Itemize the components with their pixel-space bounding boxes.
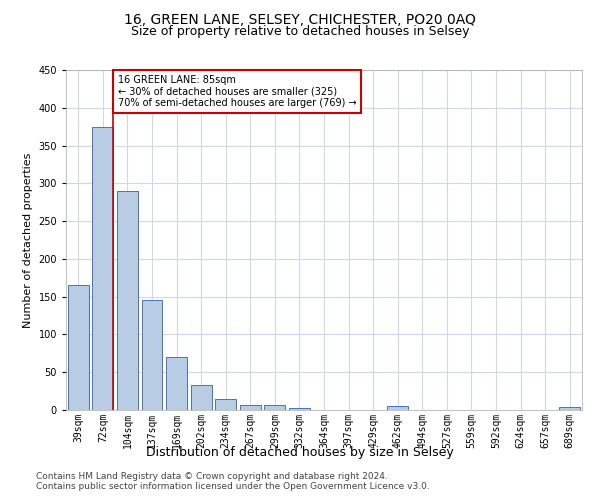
Bar — [117, 191, 138, 410]
Bar — [240, 404, 261, 410]
Bar — [191, 385, 212, 410]
Bar — [559, 407, 580, 410]
Bar — [68, 286, 89, 410]
Text: 16, GREEN LANE, SELSEY, CHICHESTER, PO20 0AQ: 16, GREEN LANE, SELSEY, CHICHESTER, PO20… — [124, 12, 476, 26]
Bar — [92, 126, 113, 410]
Text: Size of property relative to detached houses in Selsey: Size of property relative to detached ho… — [131, 25, 469, 38]
Bar — [166, 357, 187, 410]
Bar — [215, 400, 236, 410]
Bar — [142, 300, 163, 410]
Text: Distribution of detached houses by size in Selsey: Distribution of detached houses by size … — [146, 446, 454, 459]
Y-axis label: Number of detached properties: Number of detached properties — [23, 152, 33, 328]
Text: 16 GREEN LANE: 85sqm
← 30% of detached houses are smaller (325)
70% of semi-deta: 16 GREEN LANE: 85sqm ← 30% of detached h… — [118, 76, 356, 108]
Bar — [289, 408, 310, 410]
Bar — [387, 406, 408, 410]
Text: Contains HM Land Registry data © Crown copyright and database right 2024.: Contains HM Land Registry data © Crown c… — [36, 472, 388, 481]
Text: Contains public sector information licensed under the Open Government Licence v3: Contains public sector information licen… — [36, 482, 430, 491]
Bar — [265, 406, 286, 410]
